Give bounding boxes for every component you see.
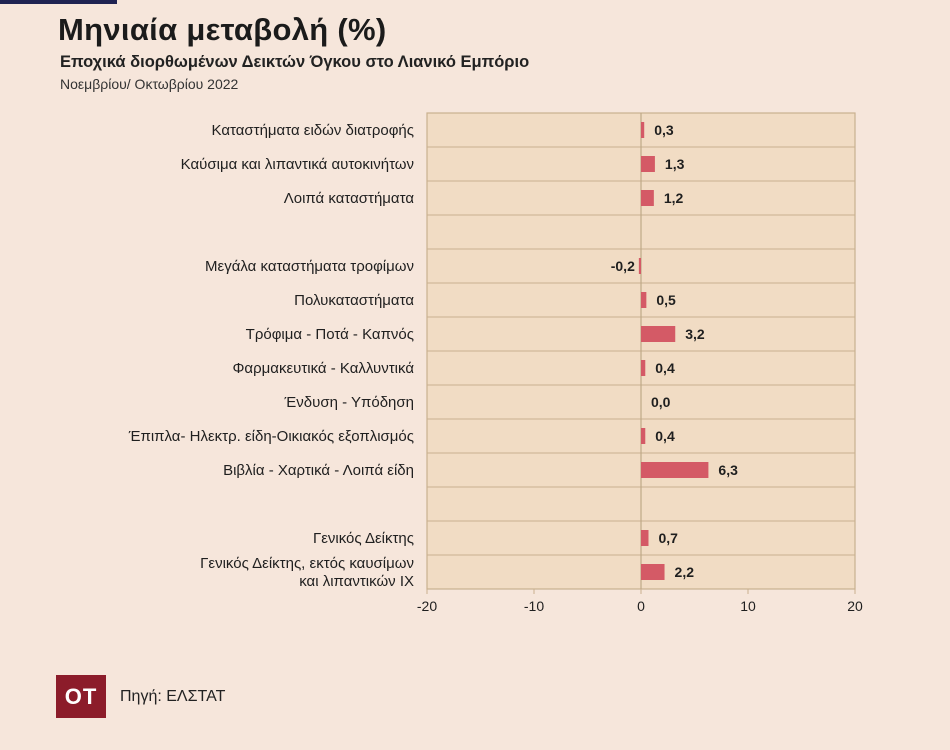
category-label: Βιβλία - Χαρτικά - Λοιπά είδη <box>223 462 414 479</box>
x-tick-label: -20 <box>417 598 437 614</box>
bar <box>641 292 647 308</box>
data-label: 6,3 <box>718 462 738 478</box>
data-label: 0,5 <box>656 292 676 308</box>
category-label: Ένδυση - Υπόδηση <box>284 394 414 411</box>
category-label: Γενικός Δείκτης, εκτός καυσίμων και λιπαν… <box>200 555 414 590</box>
bar <box>641 156 655 172</box>
bar <box>641 190 654 206</box>
category-label: Καταστήματα ειδών διατροφής <box>212 122 414 139</box>
chart-subtitle: Εποχικά διορθωμένων Δεικτών Όγκου στο Λι… <box>60 53 530 71</box>
category-label: Καύσιμα και λιπαντικά αυτοκινήτων <box>181 156 414 173</box>
data-label: 1,2 <box>664 190 684 206</box>
data-label: -0,2 <box>611 258 635 274</box>
bar <box>641 122 645 138</box>
data-label: 2,2 <box>675 564 695 580</box>
publisher-logo: ΟΤ <box>56 675 106 718</box>
data-label: 0,4 <box>655 360 675 376</box>
category-label: Έπιπλα- Ηλεκτρ. είδη-Οικιακός εξοπλισμός <box>128 428 414 445</box>
category-label: Λοιπά καταστήματα <box>284 190 415 207</box>
data-label: 0,4 <box>655 428 675 444</box>
bar <box>641 530 649 546</box>
category-label: Γενικός Δείκτης <box>313 530 414 547</box>
bar <box>641 360 646 376</box>
bar <box>641 428 646 444</box>
bar <box>641 564 665 580</box>
data-label: 1,3 <box>665 156 685 172</box>
bar <box>638 258 641 274</box>
x-tick-label: -10 <box>524 598 544 614</box>
source-note: Πηγή: ΕΛΣΤΑΤ <box>120 688 226 705</box>
data-label: 0,0 <box>651 394 671 410</box>
x-tick-label: 20 <box>847 598 863 614</box>
category-label: Μεγάλα καταστήματα τροφίμων <box>205 258 414 275</box>
chart-period: Νοεμβρίου/ Οκτωβρίου 2022 <box>60 76 239 92</box>
data-label: 3,2 <box>685 326 705 342</box>
bar <box>641 462 709 478</box>
bar <box>641 326 676 342</box>
data-label: 0,3 <box>654 122 674 138</box>
top-accent-rule <box>0 0 117 4</box>
category-label: Πολυκαταστήματα <box>294 292 414 309</box>
x-tick-label: 10 <box>740 598 756 614</box>
chart-title: Μηνιαία μεταβολή (%) <box>58 12 387 47</box>
x-tick-label: 0 <box>637 598 645 614</box>
category-label: Φαρμακευτικά - Καλλυντικά <box>232 360 414 377</box>
category-label: Τρόφιμα - Ποτά - Καπνός <box>246 326 414 343</box>
data-label: 0,7 <box>658 530 678 546</box>
